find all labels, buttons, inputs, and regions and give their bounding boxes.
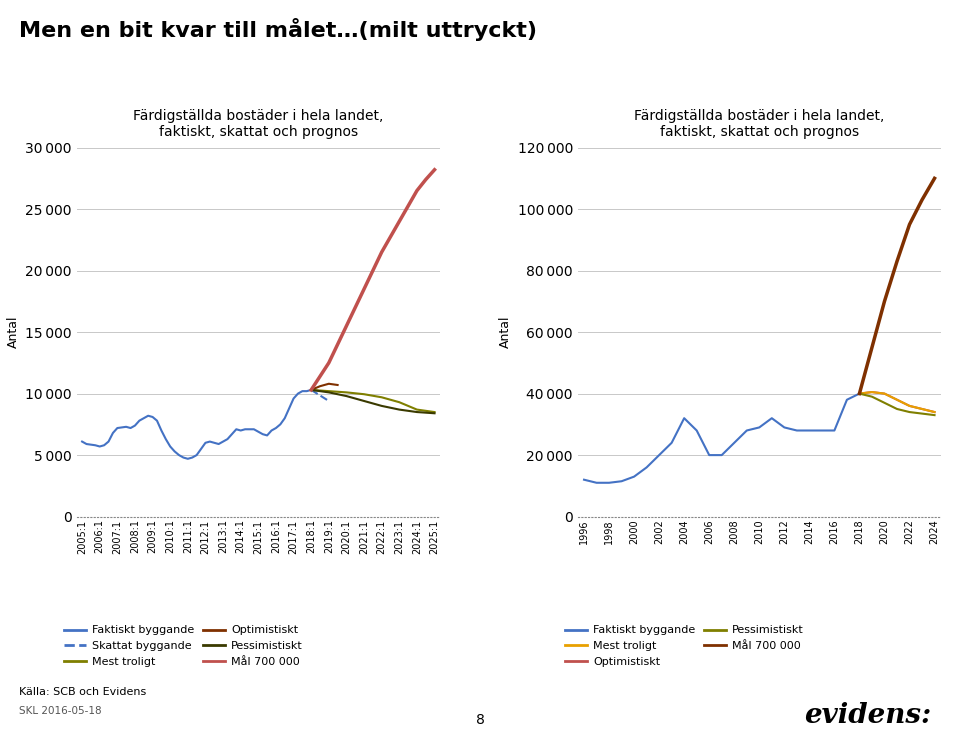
Title: Färdigställda bostäder i hela landet,
faktiskt, skattat och prognos: Färdigställda bostäder i hela landet, fa… [635, 109, 884, 139]
Y-axis label: Antal: Antal [499, 316, 512, 348]
Text: 8: 8 [475, 713, 485, 727]
Legend: Faktiskt byggande, Mest troligt, Optimistiskt, Pessimistiskt, Mål 700 000: Faktiskt byggande, Mest troligt, Optimis… [565, 626, 804, 666]
Text: evidens:: evidens: [804, 702, 931, 729]
Text: Men en bit kvar till målet…(milt uttryckt): Men en bit kvar till målet…(milt uttryck… [19, 18, 538, 41]
Text: SKL 2016-05-18: SKL 2016-05-18 [19, 706, 102, 716]
Text: Källa: SCB och Evidens: Källa: SCB och Evidens [19, 687, 147, 697]
Y-axis label: Antal: Antal [7, 316, 20, 348]
Title: Färdigställda bostäder i hela landet,
faktiskt, skattat och prognos: Färdigställda bostäder i hela landet, fa… [133, 109, 383, 139]
Legend: Faktiskt byggande, Skattat byggande, Mest troligt, Optimistiskt, Pessimistiskt, : Faktiskt byggande, Skattat byggande, Mes… [64, 626, 302, 666]
